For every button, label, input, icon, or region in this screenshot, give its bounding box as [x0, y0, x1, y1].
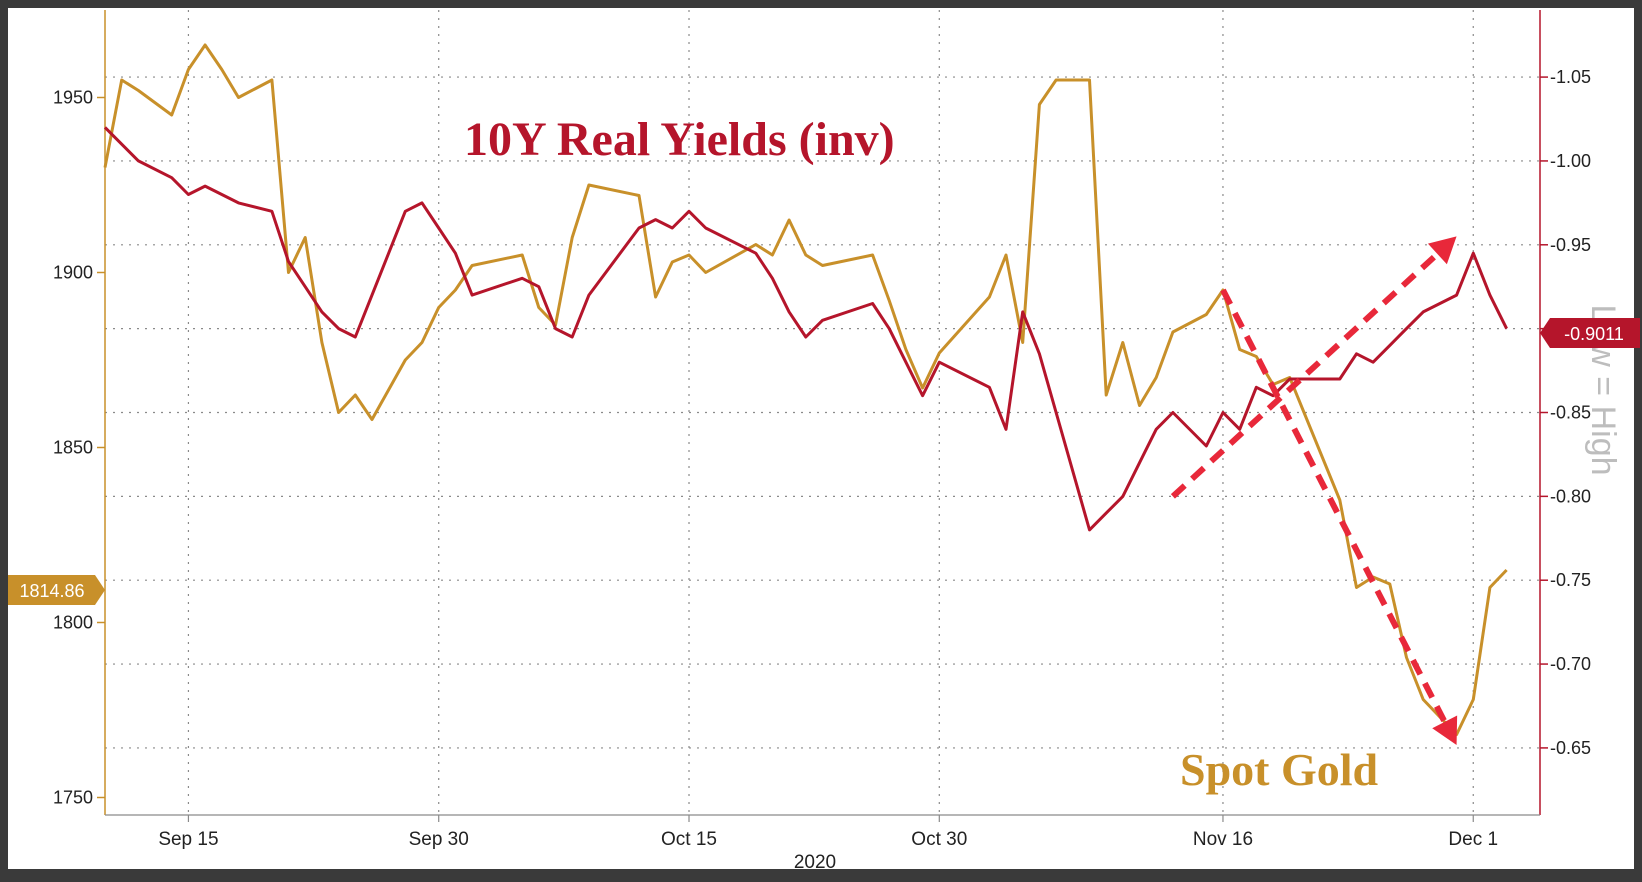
left-axis-ticks: 1750 1800 1850 1900 1950: [53, 88, 105, 808]
left-tick-label: 1850: [53, 438, 93, 458]
x-axis-ticks: Sep 15 Sep 30 Oct 15 Oct 30 Nov 16 Dec 1: [158, 815, 1498, 850]
right-tick-label: -0.65: [1550, 738, 1591, 758]
right-tick-label: -0.85: [1550, 403, 1591, 423]
trend-arrow-line: [1220, 288, 1448, 724]
x-tick-label: Oct 30: [911, 829, 967, 850]
x-tick-label: Dec 1: [1448, 829, 1498, 850]
right-tick-label: -1.05: [1550, 67, 1591, 87]
spot-gold-label: Spot Gold: [1180, 744, 1379, 795]
gold-last-value-badge: 1814.86: [8, 575, 105, 605]
left-tick-label: 1750: [53, 788, 93, 808]
x-tick-label: Oct 15: [661, 829, 717, 850]
right-tick-label: -0.70: [1550, 654, 1591, 674]
chart-title: 10Y Real Yields (inv): [464, 113, 895, 166]
yield-last-value-badge: -0.9011: [1540, 318, 1640, 348]
left-tick-label: 1950: [53, 88, 93, 108]
x-tick-label: Sep 15: [158, 829, 218, 850]
arrow-layer: [1170, 236, 1458, 745]
x-tick-label: Nov 16: [1193, 829, 1253, 850]
right-tick-label: -0.80: [1550, 486, 1591, 506]
right-tick-label: -0.75: [1550, 570, 1591, 590]
gold-last-value-label: 1814.86: [19, 581, 84, 601]
right-tick-label: -0.95: [1550, 235, 1591, 255]
x-axis-label: 2020: [794, 852, 836, 873]
trend-arrow-line: [1170, 251, 1440, 499]
yield-last-value-label: -0.9011: [1564, 324, 1624, 344]
left-tick-label: 1800: [53, 613, 93, 633]
real-yields-line: [103, 126, 1508, 532]
x-tick-label: Sep 30: [409, 829, 469, 850]
right-tick-label: -1.00: [1550, 151, 1591, 171]
left-tick-label: 1900: [53, 263, 93, 283]
trend-arrow-head: [1427, 236, 1457, 265]
trend-arrow-head: [1432, 715, 1458, 745]
